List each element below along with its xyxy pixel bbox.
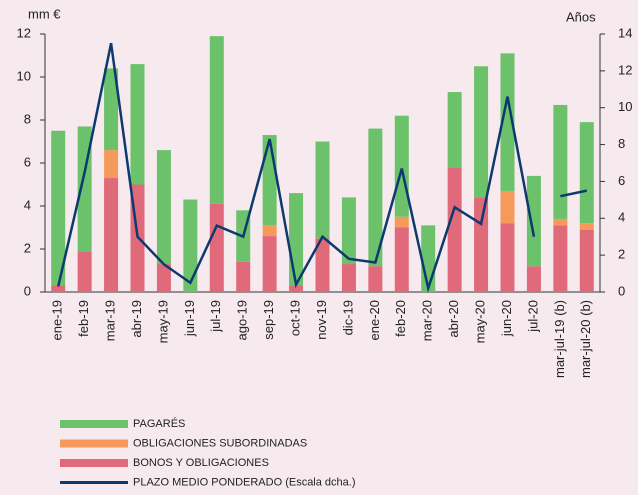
bar	[51, 130, 66, 286]
bar	[315, 141, 330, 239]
x-tick-label: oct-19	[288, 300, 303, 336]
legend-label: PLAZO MEDIO PONDERADO (Escala dcha.)	[133, 476, 356, 488]
y-tick-label: 4	[24, 197, 31, 212]
legend-swatch	[60, 420, 128, 428]
x-tick-label: may-20	[473, 300, 488, 343]
bar	[315, 238, 330, 292]
bar	[394, 227, 409, 292]
bar	[553, 218, 568, 226]
bar	[579, 223, 594, 230]
y-axis-label: mm €	[28, 6, 61, 21]
bar	[500, 53, 515, 191]
x-tick-label: feb-20	[393, 300, 408, 337]
x-tick-label: mar-jul-19 (b)	[552, 300, 567, 378]
x-tick-label: jul-20	[525, 300, 540, 333]
line	[56, 42, 536, 294]
y2-tick-label: 8	[618, 136, 625, 151]
bar	[553, 225, 568, 292]
legend-swatch	[60, 439, 128, 448]
legend-label: BONOS Y OBLIGACIONES	[133, 457, 269, 469]
bar	[526, 266, 541, 292]
legend-label: PAGARÉS	[133, 417, 185, 430]
y2-tick-label: 0	[618, 283, 625, 298]
bar	[236, 261, 251, 292]
bar	[394, 216, 409, 228]
bar	[77, 251, 92, 292]
bar	[368, 128, 383, 267]
y2-tick-label: 14	[618, 25, 632, 40]
x-tick-label: dic-19	[340, 300, 355, 335]
x-tick-label: ago-19	[235, 300, 250, 340]
bar	[394, 115, 409, 217]
y2-tick-label: 2	[618, 247, 625, 262]
y2-tick-label: 6	[618, 173, 625, 188]
x-tick-label: nov-19	[314, 300, 329, 340]
bar	[341, 264, 356, 292]
x-tick-label: jul-19	[208, 300, 223, 333]
x-tick-label: jun-20	[499, 300, 514, 337]
bar	[500, 190, 515, 224]
bar	[579, 122, 594, 224]
y-tick-label: 2	[24, 240, 31, 255]
bar	[421, 225, 436, 292]
bar	[262, 236, 277, 292]
x-tick-label: feb-19	[76, 300, 91, 337]
x-tick-label: may-19	[155, 300, 170, 343]
y-tick-label: 10	[17, 68, 31, 83]
bar	[368, 266, 383, 292]
x-tick-label: abr-20	[446, 300, 461, 338]
y-tick-label: 8	[24, 111, 31, 126]
x-tick-label: mar-19	[103, 300, 118, 341]
x-tick-label: sep-19	[261, 300, 276, 340]
bar	[262, 135, 277, 226]
y2-tick-label: 4	[618, 210, 625, 225]
bar	[51, 285, 66, 292]
bar	[104, 150, 119, 179]
x-tick-label: mar-20	[420, 300, 435, 341]
x-tick-label: ene-20	[367, 300, 382, 340]
bar	[183, 199, 198, 292]
bar	[500, 223, 515, 292]
bar	[156, 150, 171, 265]
bar	[447, 167, 462, 292]
bar	[474, 197, 489, 292]
y-tick-label: 6	[24, 154, 31, 169]
line	[560, 189, 588, 198]
bar	[474, 66, 489, 198]
bar	[447, 92, 462, 168]
legend-swatch	[60, 459, 128, 467]
bar	[262, 225, 277, 237]
x-tick-label: jun-19	[182, 300, 197, 337]
y-tick-label: 0	[24, 283, 31, 298]
y2-axis-label: Años	[566, 9, 596, 24]
bar	[289, 193, 304, 286]
y2-tick-label: 12	[618, 62, 632, 77]
y-tick-label: 12	[17, 25, 31, 40]
x-tick-label: mar-jul-20 (b)	[578, 300, 593, 378]
bar	[209, 36, 224, 204]
x-tick-label: abr-19	[129, 300, 144, 338]
legend-label: OBLIGACIONES SUBORDINADAS	[133, 437, 307, 449]
bar	[341, 197, 356, 265]
bar	[526, 175, 541, 267]
bar	[130, 64, 145, 185]
bar	[156, 264, 171, 292]
bar	[209, 203, 224, 292]
bar	[104, 178, 119, 292]
bar	[289, 285, 304, 292]
bar	[553, 104, 568, 219]
x-tick-label: ene-19	[50, 300, 65, 340]
bar	[579, 229, 594, 292]
y2-tick-label: 10	[618, 99, 632, 114]
bar	[104, 68, 119, 151]
